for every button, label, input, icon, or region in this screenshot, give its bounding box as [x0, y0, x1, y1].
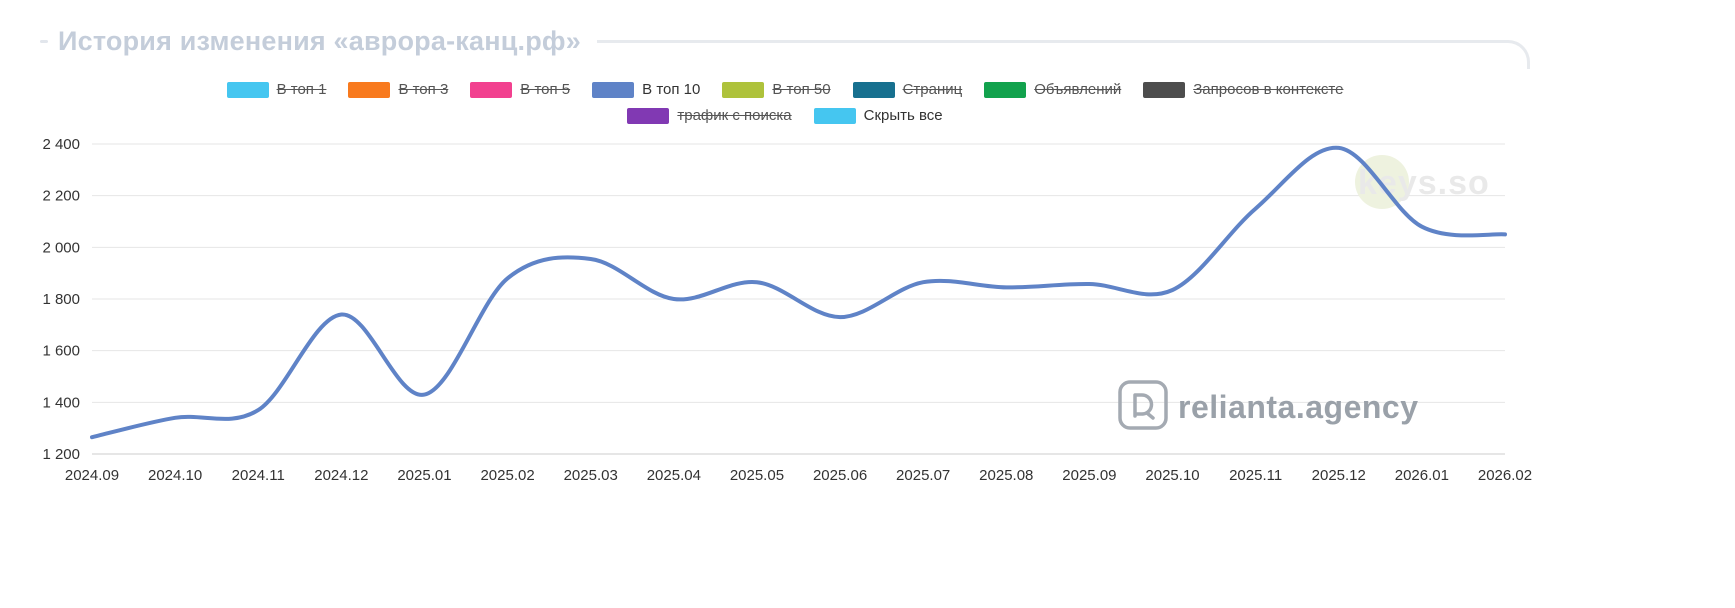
x-axis-label: 2025.11 [1229, 467, 1282, 484]
y-axis-label: 2 400 [42, 136, 80, 153]
legend-swatch [722, 81, 765, 98]
legend-swatch [984, 81, 1027, 98]
x-axis-label: 2025.08 [979, 467, 1033, 484]
legend-item[interactable]: В топ 5 [470, 81, 570, 98]
legend-label: Объявлений [1034, 81, 1122, 98]
line-chart: keys.so 1 200 1 400 1 600 1 800 2 000 2 200 2 … [40, 130, 1540, 495]
x-axis-labels: 2024.09 2024.10 2024.11 2024.12 2025.01 2025.… [65, 467, 1532, 484]
title-row: История изменения «аврора-канц.рф» [40, 26, 1531, 69]
gridlines [92, 143, 1505, 455]
legend-label: В топ 1 [276, 81, 327, 98]
x-axis-label: 2025.02 [480, 467, 534, 484]
brand-text: relianta.agency [1178, 389, 1419, 425]
legend-row-2: трафик с поиска Скрыть все [40, 107, 1530, 124]
x-axis-label: 2025.03 [564, 467, 618, 484]
legend-label: трафик с поиска [677, 107, 792, 124]
x-axis-label: 2025.01 [397, 467, 451, 484]
x-axis-label: 2024.12 [314, 467, 368, 484]
title-divider [596, 40, 1531, 69]
x-axis-label: 2026.02 [1478, 467, 1532, 484]
legend-label: В топ 5 [520, 81, 571, 98]
y-axis-labels: 1 200 1 400 1 600 1 800 2 000 2 200 2 400 [42, 136, 80, 463]
x-axis-label: 2025.12 [1312, 467, 1366, 484]
legend-label: В топ 50 [772, 81, 831, 98]
x-axis-label: 2024.09 [65, 467, 119, 484]
x-axis-label: 2025.09 [1062, 467, 1116, 484]
chart-legend: В топ 1 В топ 3 В топ 5 В топ 10 В топ 50 Стр… [40, 81, 1530, 124]
x-axis-label: 2025.04 [647, 467, 701, 484]
legend-swatch [592, 81, 635, 98]
legend-swatch [470, 81, 513, 98]
title-marker [40, 40, 48, 43]
y-axis-label: 1 200 [42, 446, 80, 463]
legend-swatch [1143, 81, 1186, 98]
watermark-text: keys.so [1358, 164, 1490, 202]
legend-item[interactable]: В топ 10 [592, 81, 700, 98]
page-title: История изменения «аврора-канц.рф» [58, 26, 581, 56]
x-axis-label: 2024.11 [232, 467, 285, 484]
legend-item[interactable]: В топ 3 [348, 81, 448, 98]
watermark: keys.so [1355, 155, 1490, 209]
x-axis-label: 2025.10 [1145, 467, 1199, 484]
series-line-top10[interactable] [90, 145, 1507, 440]
legend-label: Страниц [902, 81, 963, 98]
legend-item[interactable]: В топ 1 [226, 81, 327, 98]
legend-item[interactable]: Скрыть все [813, 107, 943, 124]
y-axis-label: 2 200 [42, 188, 80, 205]
legend-item[interactable]: Запросов в контексте [1143, 81, 1343, 98]
legend-swatch [348, 81, 391, 98]
legend-item[interactable]: трафик с поиска [627, 107, 792, 124]
brand: relianta.agency [1118, 380, 1419, 430]
legend-label: Запросов в контексте [1193, 81, 1344, 98]
legend-item[interactable]: Объявлений [984, 81, 1121, 98]
y-axis-label: 2 000 [42, 239, 80, 256]
relianta-logo-icon [1118, 380, 1168, 430]
y-axis-label: 1 400 [42, 394, 80, 411]
legend-swatch [813, 107, 856, 124]
legend-item[interactable]: Страниц [852, 81, 963, 98]
x-axis-label: 2025.06 [813, 467, 867, 484]
x-axis-label: 2026.01 [1395, 467, 1449, 484]
legend-swatch [627, 107, 670, 124]
x-axis-label: 2025.05 [730, 467, 784, 484]
legend-item[interactable]: В топ 50 [722, 81, 831, 98]
x-axis-label: 2024.10 [148, 467, 202, 484]
legend-swatch [852, 81, 895, 98]
legend-label: В топ 10 [642, 81, 701, 98]
x-axis-label: 2025.07 [896, 467, 950, 484]
y-axis-label: 1 600 [42, 343, 80, 360]
legend-label: В топ 3 [398, 81, 449, 98]
legend-swatch [226, 81, 269, 98]
legend-row-1: В топ 1 В топ 3 В топ 5 В топ 10 В топ 50 Стр… [40, 81, 1530, 98]
legend-label: Скрыть все [863, 107, 943, 124]
y-axis-label: 1 800 [42, 291, 80, 308]
